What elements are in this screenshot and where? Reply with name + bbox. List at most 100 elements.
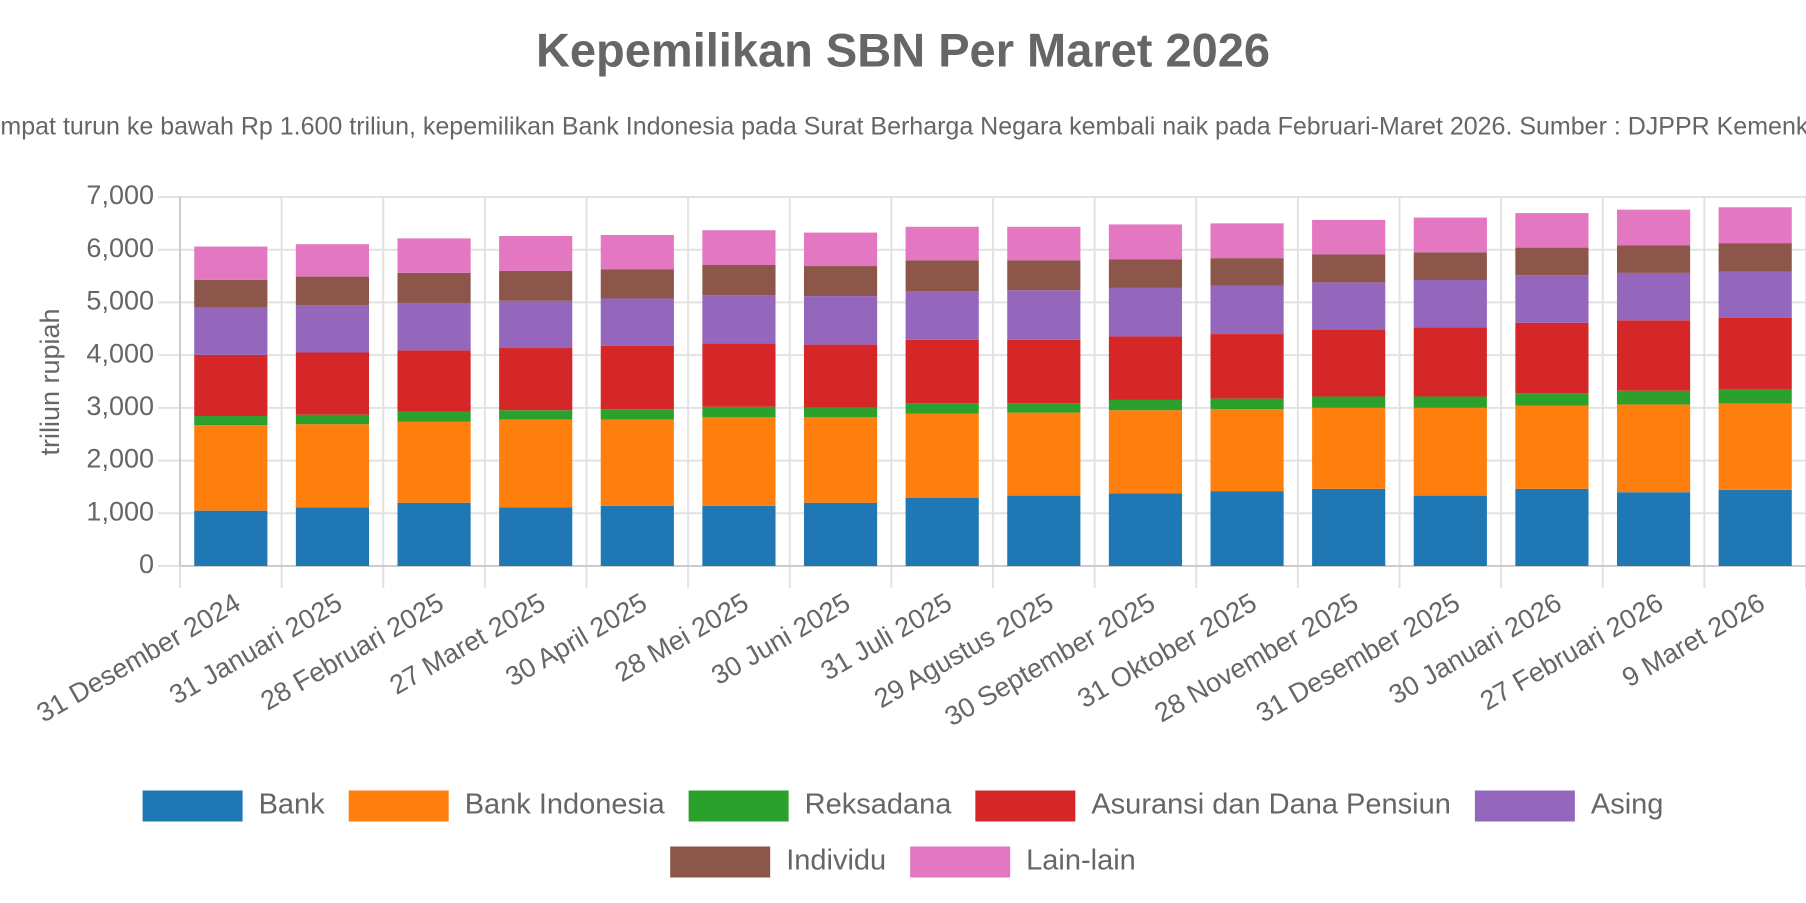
- y-tick-label: 7,000: [86, 180, 154, 210]
- y-tick-label: 3,000: [86, 391, 154, 421]
- y-tick-label: 6,000: [86, 233, 154, 263]
- bar-segment: [499, 348, 573, 411]
- y-tick-label: 4,000: [86, 338, 154, 368]
- bar-segment: [600, 419, 674, 506]
- legend-label: Asuransi dan Dana Pensiun: [1091, 789, 1451, 821]
- bar-segment: [194, 354, 268, 417]
- bar-segment: [1616, 245, 1691, 273]
- bar-segment: [1108, 410, 1183, 494]
- legend-item: Bank: [142, 789, 325, 822]
- bar-segment: [295, 424, 370, 508]
- bar-segment: [295, 244, 370, 277]
- bar-segment: [1108, 287, 1183, 337]
- legend-label: Individu: [786, 845, 886, 877]
- bar-segment: [1108, 493, 1183, 566]
- bar-segment: [905, 413, 979, 498]
- bar-segment: [499, 270, 573, 301]
- bar-segment: [803, 407, 878, 418]
- bar-segment: [803, 502, 878, 566]
- bar-segment: [1108, 399, 1183, 411]
- bar-segment: [499, 300, 573, 349]
- bar-segment: [1616, 209, 1691, 246]
- bar-segment: [194, 246, 268, 280]
- bar-segment: [499, 410, 573, 420]
- bar-segment: [295, 305, 370, 353]
- legend-label: Lain-lain: [1026, 845, 1136, 877]
- bar-segment: [905, 291, 979, 340]
- bar-segment: [1312, 396, 1386, 408]
- bar-segment: [1210, 258, 1284, 286]
- bar-segment: [1312, 254, 1386, 283]
- bar-segment: [600, 269, 674, 299]
- bar-segment: [803, 232, 878, 267]
- bar-segment: [702, 343, 776, 407]
- bar-segment: [1007, 495, 1081, 566]
- y-tick-label: 1,000: [86, 496, 154, 526]
- bar-segment: [905, 339, 979, 404]
- y-tick-label: 0: [139, 549, 154, 579]
- legend-swatch: [688, 790, 789, 822]
- bar-segment: [1007, 339, 1081, 404]
- bar-segment: [1413, 280, 1487, 328]
- bar-segment: [600, 505, 674, 566]
- bar-segment: [702, 295, 776, 344]
- bar-segment: [600, 234, 674, 270]
- bar-segment: [1210, 334, 1284, 399]
- bar-segment: [1515, 488, 1589, 566]
- bar-segment: [1515, 405, 1589, 489]
- bar-segment: [1616, 272, 1691, 321]
- legend-label: Asing: [1591, 789, 1664, 821]
- bar-segment: [702, 265, 776, 296]
- bar-segment: [397, 350, 471, 412]
- legend-item: Asing: [1474, 789, 1664, 822]
- legend-item: Bank Indonesia: [348, 789, 666, 822]
- legend-label: Bank Indonesia: [465, 789, 666, 821]
- bar-segment: [1718, 489, 1792, 566]
- legend-swatch: [142, 790, 243, 822]
- bar-segment: [397, 421, 471, 503]
- bar-segment: [397, 411, 471, 422]
- bar-segment: [1413, 217, 1487, 253]
- chart-subtitle: Sempat turun ke bawah Rp 1.600 triliun, …: [0, 113, 1806, 141]
- bar-segment: [905, 226, 979, 261]
- bar-segment: [600, 298, 674, 346]
- bar-segment: [600, 345, 674, 410]
- y-axis-label: triliun rupiah: [35, 308, 65, 455]
- bar-segment: [1007, 403, 1081, 413]
- bar-segment: [803, 266, 878, 297]
- bar-segment: [295, 414, 370, 425]
- legend-swatch: [348, 790, 449, 822]
- y-tick-label: 2,000: [86, 444, 154, 474]
- bar-segment: [1515, 322, 1589, 394]
- legend-swatch: [1474, 790, 1575, 822]
- bar-segment: [499, 507, 573, 566]
- bar-segment: [499, 419, 573, 508]
- bar-segment: [1007, 290, 1081, 340]
- bar-segment: [1312, 329, 1386, 397]
- bar-segment: [905, 403, 979, 414]
- chart-title: Kepemilikan SBN Per Maret 2026: [536, 23, 1270, 76]
- legend-item: Individu: [670, 845, 886, 878]
- bar-segment: [1413, 252, 1487, 281]
- bar-segment: [194, 425, 268, 511]
- bar-segment: [1108, 336, 1183, 400]
- bar-segment: [1515, 213, 1589, 248]
- bar-segment: [1718, 403, 1792, 490]
- bar-segment: [1616, 390, 1691, 405]
- bar-segment: [1718, 271, 1792, 318]
- bar-segment: [702, 417, 776, 506]
- bar-segment: [1616, 404, 1691, 493]
- bar-segment: [1515, 247, 1589, 276]
- bar-segment: [1007, 260, 1081, 291]
- bar-segment: [1616, 320, 1691, 391]
- legend-swatch: [975, 790, 1076, 822]
- bar-segment: [1312, 282, 1386, 330]
- bar-segment: [905, 260, 979, 292]
- bar-segment: [1108, 224, 1183, 260]
- bar-segment: [1007, 226, 1081, 261]
- bar-segment: [295, 276, 370, 306]
- bar-segment: [1312, 219, 1386, 255]
- bar-segment: [1007, 412, 1081, 496]
- bar-segment: [1210, 285, 1284, 335]
